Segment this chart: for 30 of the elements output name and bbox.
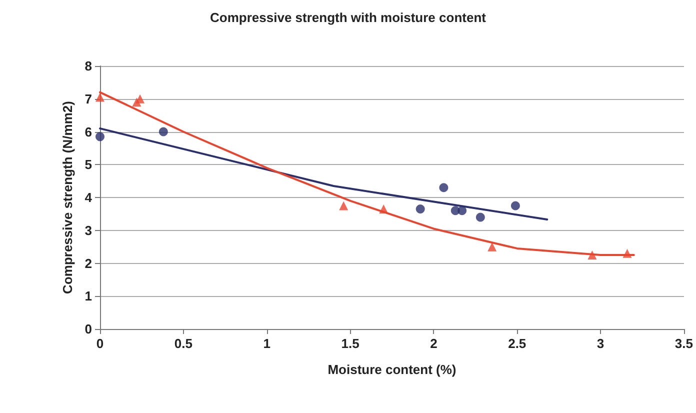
y-tick-label: 5: [84, 157, 92, 172]
y-tick-label: 6: [84, 124, 92, 140]
y-axis-title: Compressive strength (N/mm2): [60, 101, 75, 294]
x-tick-label: 1.5: [341, 336, 360, 351]
point: [96, 92, 104, 102]
chart-title: Compressive strength with moisture content: [210, 10, 487, 25]
x-tick-label: 3.5: [674, 336, 694, 351]
point: [476, 212, 485, 222]
y-tick-label: 0: [84, 322, 92, 336]
x-tick-label: 1: [263, 336, 270, 351]
point: [510, 201, 520, 210]
x-axis-title: Moisture content (%): [328, 362, 456, 377]
x-tick-label: 2: [430, 336, 438, 351]
y-tick-label: 1: [84, 288, 92, 304]
x-tick-label: 3: [596, 336, 604, 351]
point: [96, 132, 104, 142]
x-tick-label: 0.5: [174, 336, 192, 351]
y-tick-label: 4: [84, 190, 93, 205]
point: [458, 206, 467, 216]
point: [136, 94, 145, 104]
y-tick-label: 3: [84, 222, 92, 238]
point: [439, 183, 448, 192]
x-tick-label: 0: [96, 336, 104, 351]
x-tick-label: 2.5: [508, 336, 526, 351]
y-tick-label: 8: [84, 58, 92, 74]
point: [416, 204, 425, 214]
y-tick-label: 7: [84, 91, 92, 106]
point: [339, 201, 348, 210]
point: [158, 127, 168, 136]
y-tick-label: 2: [84, 256, 92, 271]
